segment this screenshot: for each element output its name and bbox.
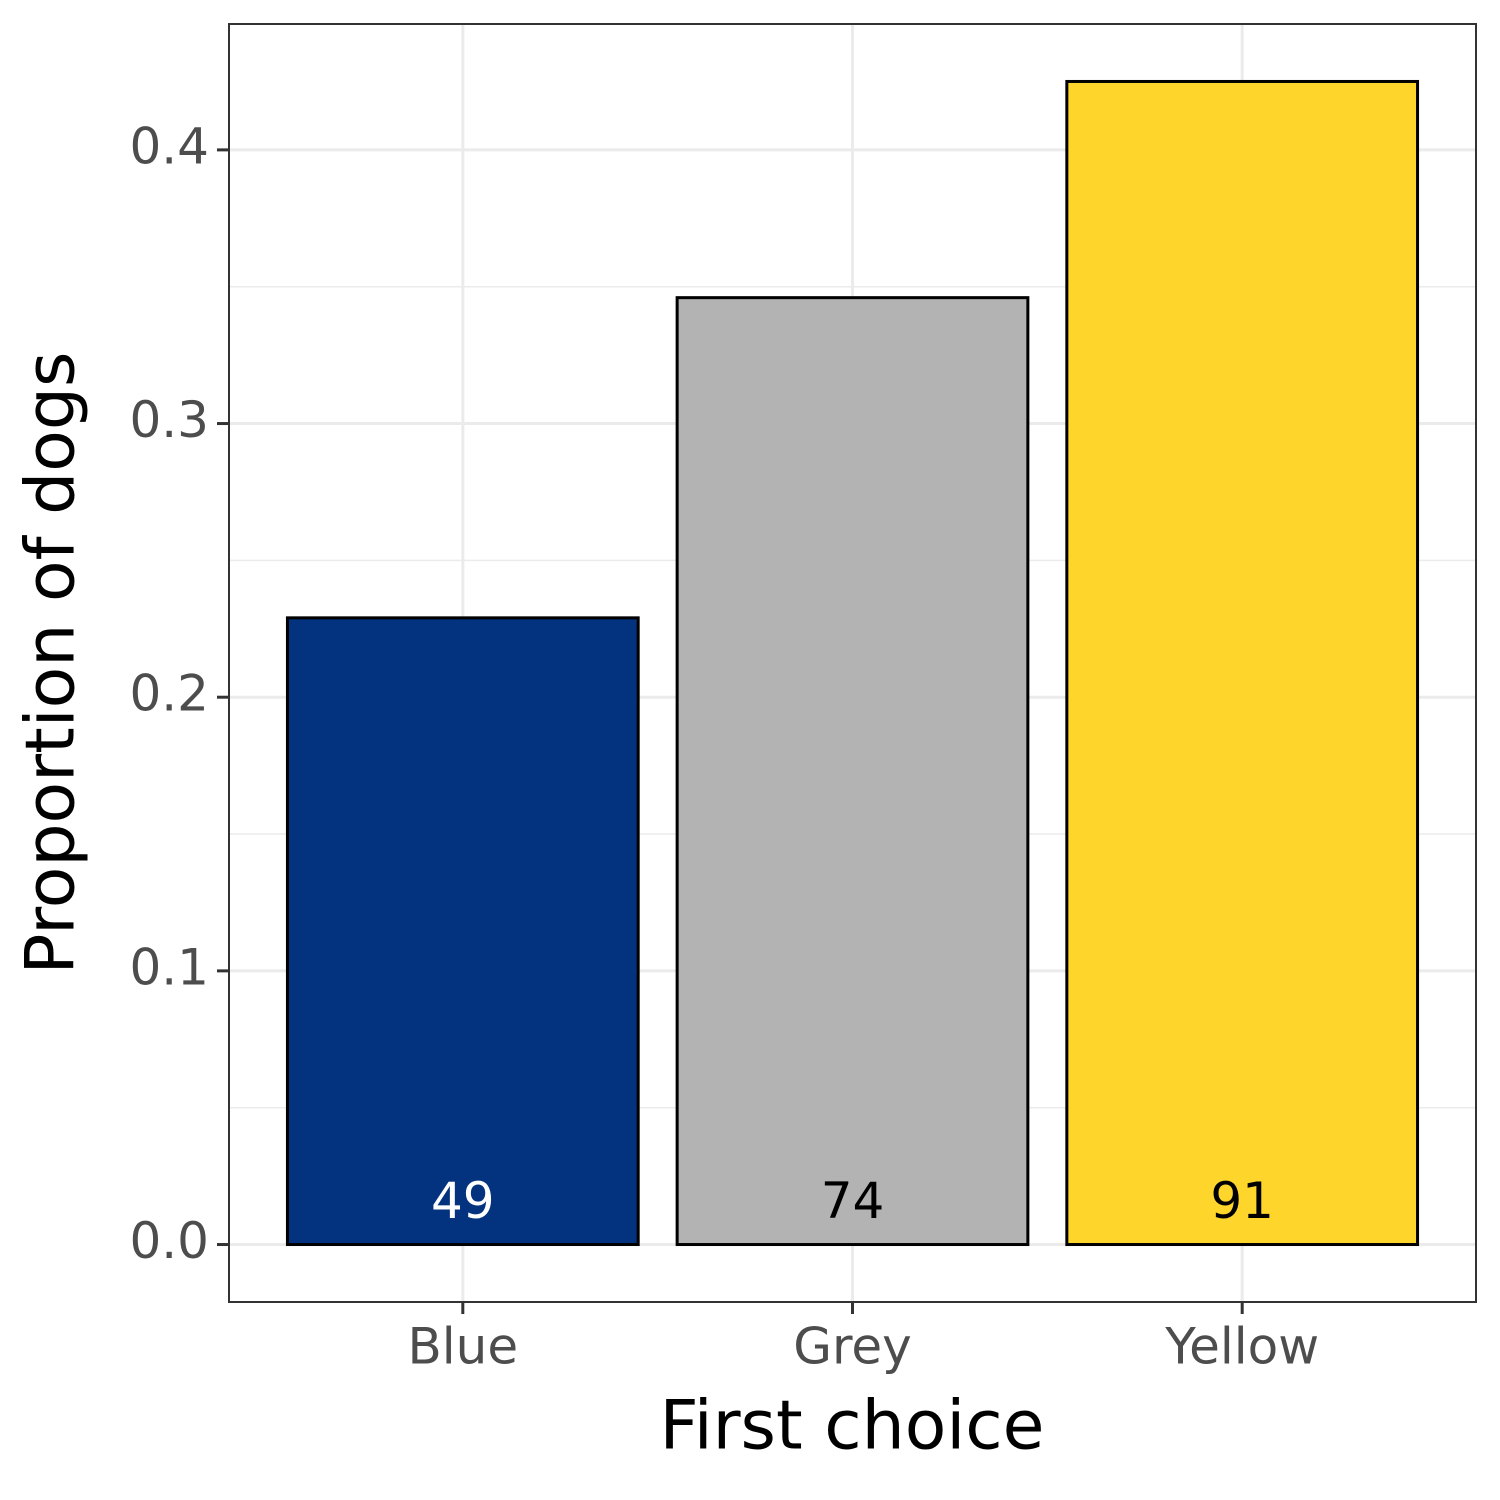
bar (1065, 79, 1420, 1247)
count-label: 91 (1210, 1172, 1274, 1230)
count-label: 74 (821, 1172, 885, 1230)
x-tick-label: Blue (407, 1318, 518, 1376)
count-label: 49 (431, 1172, 495, 1230)
x-tick-label: Yellow (1164, 1318, 1319, 1376)
y-tick-label: 0.1 (129, 938, 209, 996)
y-tick-label: 0.0 (129, 1212, 209, 1270)
y-tick-label: 0.2 (129, 665, 209, 723)
y-axis-title: Proportion of dogs (12, 352, 91, 975)
x-tick-label: Grey (793, 1318, 912, 1376)
bar (675, 296, 1030, 1247)
y-tick-label: 0.3 (129, 391, 209, 449)
bar (285, 616, 640, 1247)
y-tick-label: 0.4 (129, 117, 209, 175)
x-axis-title: First choice (660, 1387, 1045, 1466)
panel-border (228, 23, 1477, 1303)
